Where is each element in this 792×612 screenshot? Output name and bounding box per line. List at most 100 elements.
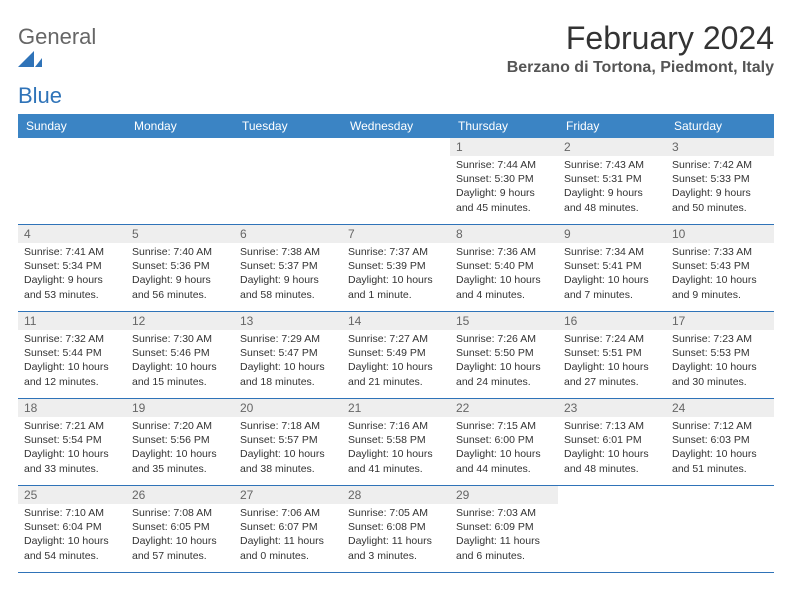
weekday-header: Tuesday [234, 114, 342, 138]
day-cell: 5Sunrise: 7:40 AMSunset: 5:36 PMDaylight… [126, 225, 234, 311]
day-details: Sunrise: 7:20 AMSunset: 5:56 PMDaylight:… [126, 417, 234, 480]
day-number: 11 [18, 312, 126, 330]
daylight-line: Daylight: 10 hours and 15 minutes. [132, 360, 228, 388]
daylight-line: Daylight: 10 hours and 27 minutes. [564, 360, 660, 388]
day-number: 3 [666, 138, 774, 156]
sunrise-line: Sunrise: 7:41 AM [24, 245, 120, 259]
day-details: Sunrise: 7:38 AMSunset: 5:37 PMDaylight:… [234, 243, 342, 306]
day-number: 13 [234, 312, 342, 330]
day-details: Sunrise: 7:06 AMSunset: 6:07 PMDaylight:… [234, 504, 342, 567]
sunrise-line: Sunrise: 7:21 AM [24, 419, 120, 433]
day-details: Sunrise: 7:24 AMSunset: 5:51 PMDaylight:… [558, 330, 666, 393]
daylight-line: Daylight: 10 hours and 21 minutes. [348, 360, 444, 388]
sunrise-line: Sunrise: 7:37 AM [348, 245, 444, 259]
sunset-line: Sunset: 5:31 PM [564, 172, 660, 186]
sunrise-line: Sunrise: 7:15 AM [456, 419, 552, 433]
day-details [18, 142, 126, 148]
daylight-line: Daylight: 10 hours and 4 minutes. [456, 273, 552, 301]
day-details: Sunrise: 7:36 AMSunset: 5:40 PMDaylight:… [450, 243, 558, 306]
sunset-line: Sunset: 6:00 PM [456, 433, 552, 447]
sunset-line: Sunset: 5:40 PM [456, 259, 552, 273]
day-number: 27 [234, 486, 342, 504]
day-cell [342, 138, 450, 224]
sunset-line: Sunset: 5:49 PM [348, 346, 444, 360]
day-details: Sunrise: 7:30 AMSunset: 5:46 PMDaylight:… [126, 330, 234, 393]
day-cell: 13Sunrise: 7:29 AMSunset: 5:47 PMDayligh… [234, 312, 342, 398]
sunset-line: Sunset: 5:57 PM [240, 433, 336, 447]
sunset-line: Sunset: 5:43 PM [672, 259, 768, 273]
sunset-line: Sunset: 6:05 PM [132, 520, 228, 534]
sunset-line: Sunset: 6:07 PM [240, 520, 336, 534]
sunset-line: Sunset: 5:33 PM [672, 172, 768, 186]
week-row: 1Sunrise: 7:44 AMSunset: 5:30 PMDaylight… [18, 138, 774, 225]
daylight-line: Daylight: 10 hours and 9 minutes. [672, 273, 768, 301]
daylight-line: Daylight: 9 hours and 58 minutes. [240, 273, 336, 301]
day-details: Sunrise: 7:12 AMSunset: 6:03 PMDaylight:… [666, 417, 774, 480]
logo: General Blue [18, 20, 96, 108]
day-number: 28 [342, 486, 450, 504]
daylight-line: Daylight: 11 hours and 0 minutes. [240, 534, 336, 562]
location-subtitle: Berzano di Tortona, Piedmont, Italy [507, 59, 774, 77]
weekday-header: Saturday [666, 114, 774, 138]
day-cell: 16Sunrise: 7:24 AMSunset: 5:51 PMDayligh… [558, 312, 666, 398]
sunrise-line: Sunrise: 7:18 AM [240, 419, 336, 433]
sunset-line: Sunset: 5:41 PM [564, 259, 660, 273]
day-details: Sunrise: 7:41 AMSunset: 5:34 PMDaylight:… [18, 243, 126, 306]
logo-word-1: General [18, 24, 96, 49]
day-number: 1 [450, 138, 558, 156]
weekday-header: Sunday [18, 114, 126, 138]
day-cell: 29Sunrise: 7:03 AMSunset: 6:09 PMDayligh… [450, 486, 558, 572]
day-cell: 6Sunrise: 7:38 AMSunset: 5:37 PMDaylight… [234, 225, 342, 311]
day-cell: 24Sunrise: 7:12 AMSunset: 6:03 PMDayligh… [666, 399, 774, 485]
sunrise-line: Sunrise: 7:10 AM [24, 506, 120, 520]
daylight-line: Daylight: 10 hours and 54 minutes. [24, 534, 120, 562]
sunrise-line: Sunrise: 7:38 AM [240, 245, 336, 259]
day-details: Sunrise: 7:44 AMSunset: 5:30 PMDaylight:… [450, 156, 558, 219]
day-details: Sunrise: 7:40 AMSunset: 5:36 PMDaylight:… [126, 243, 234, 306]
logo-text-block: General Blue [18, 26, 96, 108]
day-cell [234, 138, 342, 224]
day-number: 14 [342, 312, 450, 330]
day-details: Sunrise: 7:18 AMSunset: 5:57 PMDaylight:… [234, 417, 342, 480]
sunset-line: Sunset: 6:04 PM [24, 520, 120, 534]
sunrise-line: Sunrise: 7:42 AM [672, 158, 768, 172]
daylight-line: Daylight: 10 hours and 57 minutes. [132, 534, 228, 562]
day-cell: 2Sunrise: 7:43 AMSunset: 5:31 PMDaylight… [558, 138, 666, 224]
title-block: February 2024 Berzano di Tortona, Piedmo… [507, 20, 774, 77]
sunrise-line: Sunrise: 7:44 AM [456, 158, 552, 172]
sunrise-line: Sunrise: 7:03 AM [456, 506, 552, 520]
day-cell: 12Sunrise: 7:30 AMSunset: 5:46 PMDayligh… [126, 312, 234, 398]
logo-word-2: Blue [18, 83, 62, 108]
day-cell: 17Sunrise: 7:23 AMSunset: 5:53 PMDayligh… [666, 312, 774, 398]
daylight-line: Daylight: 10 hours and 33 minutes. [24, 447, 120, 475]
logo-sail-icon [18, 49, 96, 67]
day-details: Sunrise: 7:32 AMSunset: 5:44 PMDaylight:… [18, 330, 126, 393]
day-cell: 18Sunrise: 7:21 AMSunset: 5:54 PMDayligh… [18, 399, 126, 485]
week-row: 25Sunrise: 7:10 AMSunset: 6:04 PMDayligh… [18, 486, 774, 573]
day-number: 8 [450, 225, 558, 243]
daylight-line: Daylight: 10 hours and 7 minutes. [564, 273, 660, 301]
day-number: 22 [450, 399, 558, 417]
day-details: Sunrise: 7:34 AMSunset: 5:41 PMDaylight:… [558, 243, 666, 306]
day-details: Sunrise: 7:27 AMSunset: 5:49 PMDaylight:… [342, 330, 450, 393]
day-number: 9 [558, 225, 666, 243]
sunrise-line: Sunrise: 7:05 AM [348, 506, 444, 520]
sunset-line: Sunset: 6:01 PM [564, 433, 660, 447]
day-cell: 22Sunrise: 7:15 AMSunset: 6:00 PMDayligh… [450, 399, 558, 485]
sunset-line: Sunset: 5:46 PM [132, 346, 228, 360]
day-details [666, 490, 774, 496]
sunset-line: Sunset: 5:54 PM [24, 433, 120, 447]
day-cell: 3 Sunrise: 7:42 AMSunset: 5:33 PMDaylight… [666, 138, 774, 224]
weekday-header-row: SundayMondayTuesdayWednesdayThursdayFrid… [18, 114, 774, 138]
weekday-header: Wednesday [342, 114, 450, 138]
daylight-line: Daylight: 9 hours and 50 minutes. [672, 186, 768, 214]
sunset-line: Sunset: 5:47 PM [240, 346, 336, 360]
page-header: General Blue February 2024 Berzano di To… [18, 20, 774, 108]
week-row: 4Sunrise: 7:41 AMSunset: 5:34 PMDaylight… [18, 225, 774, 312]
day-number: 20 [234, 399, 342, 417]
daylight-line: Daylight: 9 hours and 48 minutes. [564, 186, 660, 214]
sunrise-line: Sunrise: 7:29 AM [240, 332, 336, 346]
day-cell: 21Sunrise: 7:16 AMSunset: 5:58 PMDayligh… [342, 399, 450, 485]
day-cell [558, 486, 666, 572]
daylight-line: Daylight: 10 hours and 24 minutes. [456, 360, 552, 388]
